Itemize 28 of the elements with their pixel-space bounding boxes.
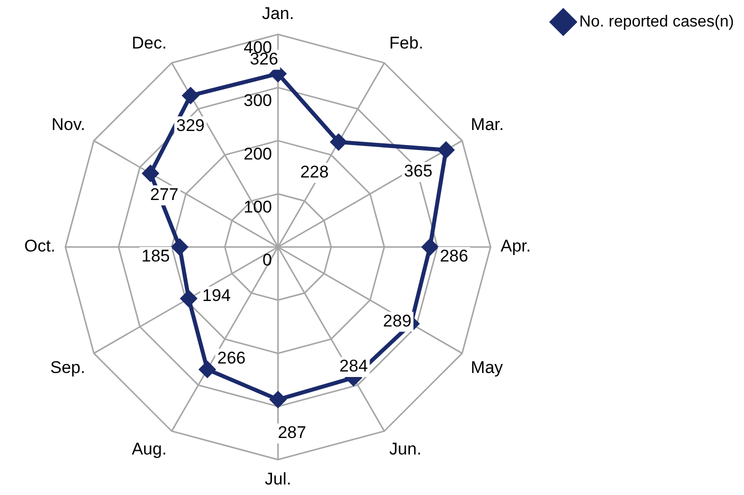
y-tick-label: 200 <box>244 144 272 164</box>
y-tick-label: 100 <box>244 198 272 217</box>
spoke-label: May <box>470 358 504 378</box>
spoke-label: Mar. <box>470 115 504 134</box>
data-label: 365 <box>404 162 432 181</box>
spoke-label: Sep. <box>50 358 86 378</box>
spoke-label: Aug. <box>132 440 167 459</box>
spoke-label: Dec. <box>132 34 167 53</box>
spoke-label: Jun. <box>389 440 422 459</box>
spoke-label: Apr. <box>500 236 531 256</box>
data-label: 194 <box>202 286 231 306</box>
data-label: 228 <box>300 162 329 182</box>
y-tick-label: 0 <box>262 250 272 270</box>
spoke-label: Jan. <box>262 4 294 23</box>
data-label: 329 <box>176 116 205 136</box>
data-label: 284 <box>339 356 368 376</box>
spoke-label: Oct. <box>24 236 56 256</box>
data-label: 277 <box>150 185 178 204</box>
spoke-label: Jul. <box>264 469 292 488</box>
data-label: 289 <box>383 311 412 330</box>
data-label: 287 <box>278 423 306 442</box>
data-label: 286 <box>440 246 468 266</box>
spoke-label: Nov. <box>52 115 86 134</box>
y-tick-label: 300 <box>244 91 272 110</box>
data-label: 266 <box>217 348 246 368</box>
data-label: 185 <box>141 246 170 266</box>
legend-label: No. reported cases(n) <box>579 13 734 30</box>
spoke-label: Feb. <box>389 34 424 53</box>
